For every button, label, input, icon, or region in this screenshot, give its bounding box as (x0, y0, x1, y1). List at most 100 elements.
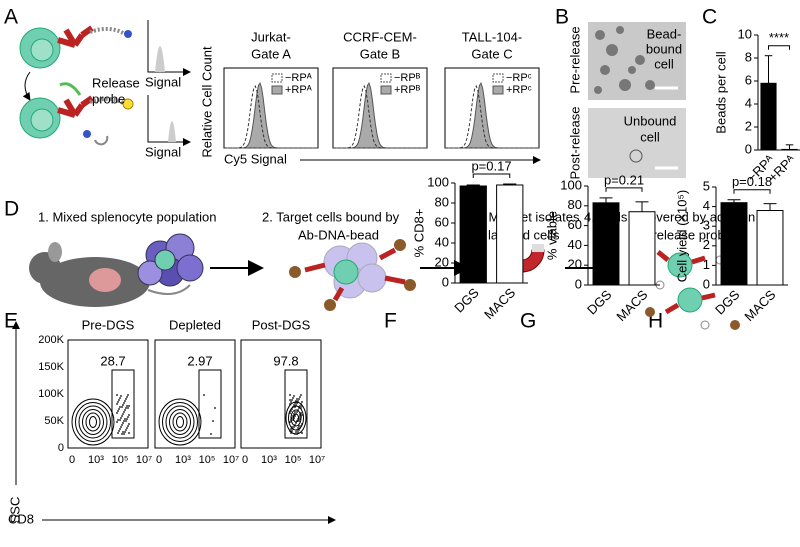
step-label: 4. Cells recovered by addition (584, 209, 755, 224)
x-tick-label: 10⁵ (199, 454, 216, 466)
row-label: Post-release (567, 107, 582, 180)
legend-entry: +RPᴮ (394, 84, 421, 96)
y-tick-label: 4 (745, 95, 752, 110)
y-tick-label: 4 (703, 198, 710, 213)
contour (162, 402, 198, 442)
signal-label: Signal (145, 74, 181, 89)
contour (82, 409, 104, 435)
histogram-title: CCRF-CEM- (343, 29, 417, 44)
event (296, 398, 298, 400)
panel-label: D (4, 198, 19, 221)
event (126, 418, 128, 420)
histogram-title: Gate A (251, 46, 291, 61)
annotation: p=0.18 (732, 174, 772, 189)
event (116, 412, 118, 414)
panel-label: F (384, 310, 397, 333)
significance-bracket (768, 45, 790, 50)
event (125, 420, 127, 422)
y-tick-label: 0 (58, 442, 64, 454)
schematic-a (19, 20, 191, 146)
annotation: p=0.17 (471, 158, 511, 173)
contour (288, 405, 304, 431)
legend-swatch (380, 85, 392, 95)
event (298, 398, 300, 400)
signal-label: Signal (145, 144, 181, 159)
event (290, 401, 292, 403)
bar (756, 210, 784, 286)
bar (459, 185, 487, 284)
histogram-title: Gate B (360, 46, 400, 61)
contour (293, 413, 299, 423)
bar (760, 82, 777, 151)
category-label: DGS (712, 287, 743, 318)
event (116, 421, 118, 423)
event (118, 408, 120, 410)
y-label: Relative Cell Count (199, 46, 214, 158)
event (124, 418, 126, 420)
image-label: cell (640, 129, 660, 144)
contour (165, 405, 195, 439)
y-tick-label: 40 (435, 234, 449, 249)
event (120, 395, 122, 397)
y-label: % CD8+ (411, 209, 426, 258)
legend-swatch (492, 73, 504, 83)
histogram-title: TALL-104- (462, 29, 522, 44)
significance-bracket (733, 189, 771, 194)
contour (71, 398, 115, 446)
panel-label: C (702, 6, 717, 29)
category-label: DGS (584, 287, 615, 318)
y-tick-label: 10 (738, 26, 752, 41)
event (123, 433, 125, 435)
event (121, 433, 123, 435)
contour (176, 416, 184, 428)
event (291, 417, 293, 419)
event (119, 428, 121, 430)
histogram-title: Jurkat- (251, 29, 291, 44)
significance-bracket (605, 187, 643, 192)
event (124, 431, 126, 433)
y-tick-label: 8 (745, 49, 752, 64)
x-tick-label: 10⁷ (309, 454, 325, 466)
gate-value: 97.8 (273, 353, 298, 368)
event (117, 419, 119, 421)
event (117, 432, 119, 434)
x-tick-label: 10⁵ (285, 454, 302, 466)
x-label: CD8 (8, 511, 34, 526)
y-tick-label: 100 (427, 174, 449, 189)
event (301, 414, 303, 416)
y-label: Cell yield (×10⁵) (674, 190, 689, 282)
contour (290, 409, 302, 427)
event (299, 396, 301, 398)
event (290, 428, 292, 430)
event (203, 394, 205, 396)
y-tick-label: 5 (703, 178, 710, 193)
y-tick-label: 0 (703, 276, 710, 291)
event (295, 431, 297, 433)
event (117, 401, 119, 403)
event (121, 424, 123, 426)
event (214, 407, 216, 409)
event (297, 431, 299, 433)
y-label: SSC (7, 497, 22, 524)
event (126, 405, 128, 407)
legend-swatch (271, 85, 283, 95)
event (123, 402, 125, 404)
legend-swatch (380, 73, 392, 83)
y-tick-label: 150K (38, 361, 64, 373)
image-label: cell (654, 56, 674, 71)
step-label: 2. Target cells bound by (262, 209, 400, 224)
event (116, 394, 118, 396)
plot-frame (240, 339, 322, 449)
event (299, 405, 301, 407)
event (289, 421, 291, 423)
category-label: DGS (451, 285, 482, 316)
event (122, 404, 124, 406)
image-label: Unbound (624, 113, 677, 128)
event (127, 425, 129, 427)
x-tick-label: 0 (156, 454, 162, 466)
y-tick-label: 2 (745, 118, 752, 133)
event (124, 409, 126, 411)
contour (158, 398, 202, 446)
y-tick-label: 2 (703, 237, 710, 252)
